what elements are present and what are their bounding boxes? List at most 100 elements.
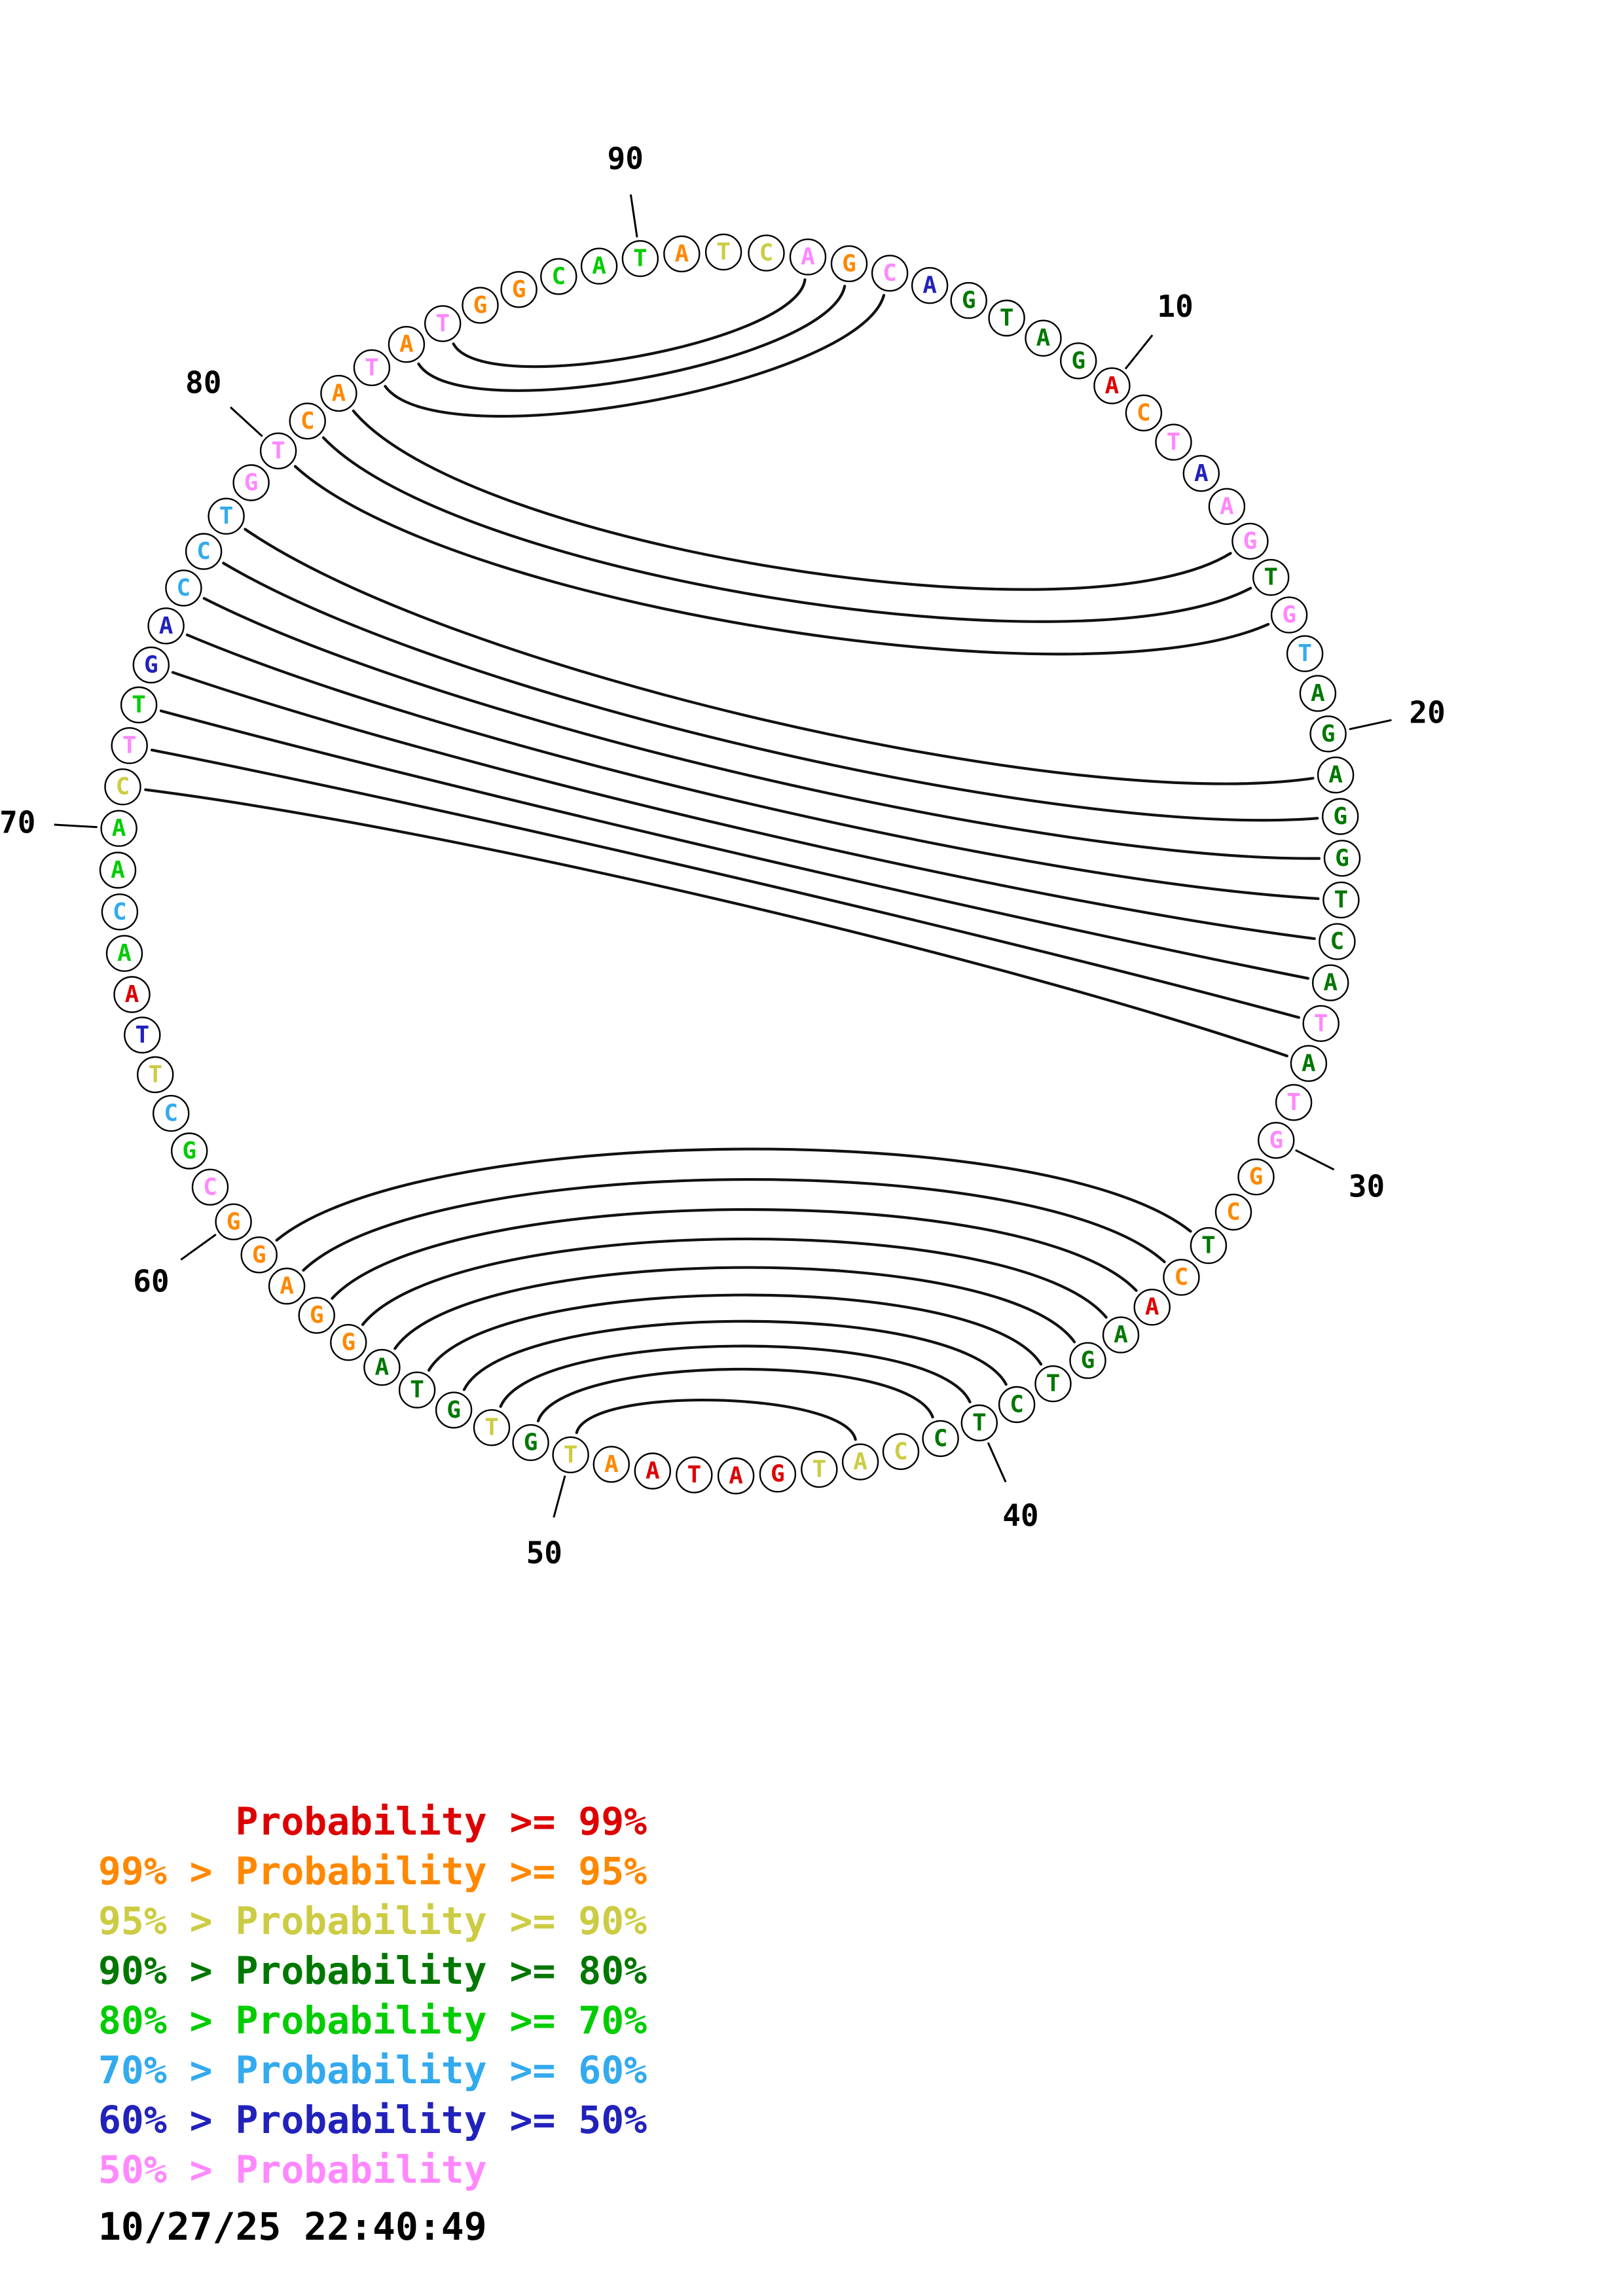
nucleotide-circle: [1133, 1288, 1171, 1326]
nucleotide-letter: A: [1328, 762, 1343, 789]
nucleotide-2: A: [789, 238, 827, 276]
nucleotide-letter: T: [1201, 1232, 1216, 1259]
nucleotide-17: G: [1270, 596, 1308, 634]
tick-label-30: 30: [1349, 1168, 1385, 1204]
nucleotide-circle: [1155, 423, 1192, 461]
nucleotide-48: A: [634, 1452, 671, 1490]
nucleotide-72: T: [111, 726, 148, 764]
nucleotide-letter: C: [934, 1425, 948, 1452]
nucleotide-circle: [1069, 1342, 1106, 1379]
nucleotide-circle: [1125, 394, 1163, 432]
nucleotide-circle: [101, 893, 139, 931]
nucleotide-letter: T: [484, 1414, 499, 1441]
nucleotide-letter: G: [310, 1302, 324, 1329]
nucleotide-50: T: [552, 1436, 589, 1474]
nucleotide-letter: A: [399, 331, 414, 358]
pair-arc-28-71: [144, 788, 1288, 1058]
pair-arc-35-57: [331, 1208, 1138, 1300]
nucleotide-circle: [621, 240, 659, 278]
nucleotide-letter: G: [144, 652, 158, 679]
nucleotide-11: C: [1125, 394, 1163, 432]
nucleotide-21: A: [1317, 756, 1355, 794]
nucleotide-letter: C: [164, 1100, 178, 1127]
nucleotide-9: G: [1059, 342, 1097, 380]
legend-line-8: 50% > Probability: [98, 2147, 487, 2192]
nucleotide-circle: [593, 1446, 630, 1483]
nucleotide-letter: A: [112, 815, 126, 842]
nucleotide-70: A: [100, 810, 137, 847]
nucleotide-letter: G: [512, 276, 526, 303]
pair-arc-22-77: [222, 562, 1319, 822]
nucleotide-circle: [153, 1094, 190, 1132]
pair-arc-2-85: [452, 278, 807, 368]
nucleotide-circle: [1270, 596, 1308, 634]
legend-line-2: 99% > Probability >= 95%: [98, 1849, 647, 1893]
nucleotide-circle: [298, 1297, 335, 1334]
nucleotide-40: T: [960, 1404, 998, 1442]
nucleotide-1: C: [748, 234, 785, 272]
nucleotide-circle: [830, 245, 868, 283]
nucleotide-38: T: [1034, 1365, 1072, 1403]
nucleotide-circle: [1299, 675, 1337, 712]
nucleotide-22: G: [1321, 798, 1359, 835]
nucleotide-letter: T: [435, 310, 450, 337]
nucleotide-circle: [1323, 840, 1361, 877]
nucleotide-55: A: [363, 1348, 401, 1386]
nucleotide-51: G: [512, 1424, 549, 1462]
tick-label-10: 10: [1157, 289, 1193, 324]
legend-line-4: 90% > Probability >= 80%: [98, 1948, 647, 1993]
nucleotide-84: A: [388, 326, 426, 363]
nucleotide-letter: G: [842, 250, 856, 277]
nucleotide-letter: T: [135, 1022, 149, 1049]
nucleotide-circle: [911, 267, 949, 304]
nucleotide-letter: G: [1321, 721, 1336, 747]
nucleotide-letter: A: [125, 981, 139, 1008]
nucleotide-69: A: [99, 852, 137, 889]
timestamp: 10/27/25 22:40:49: [98, 2204, 487, 2249]
nucleotide-10: A: [1093, 367, 1131, 404]
nucleotides: C A G C AGTAGACTAAGTGTAGAGGTCATATGGCTCAAGTCT…: [99, 233, 1361, 1495]
nucleotide-letter: C: [113, 899, 127, 925]
nucleotide-letter: T: [1167, 429, 1181, 456]
nucleotide-circle: [240, 1236, 278, 1274]
nucleotide-46: A: [717, 1457, 755, 1495]
nucleotide-circle: [105, 935, 143, 972]
nucleotide-letter: C: [1330, 928, 1345, 955]
nucleotide-59: G: [240, 1236, 278, 1274]
nucleotide-letter: C: [894, 1438, 908, 1465]
pair-arc-34-58: [302, 1177, 1166, 1272]
tick-label-60: 60: [133, 1264, 169, 1299]
nucleotide-letter: A: [801, 243, 815, 270]
tick-label-70: 70: [0, 805, 35, 840]
nucleotide-circle: [950, 281, 987, 319]
nucleotide-letter: A: [111, 857, 125, 884]
nucleotide-85: T: [424, 305, 462, 342]
nucleotide-43: A: [841, 1443, 879, 1480]
nucleotide-19: A: [1299, 675, 1337, 712]
nucleotide-circle: [462, 287, 499, 324]
nucleotide-47: T: [676, 1456, 713, 1494]
nucleotide-20: G: [1309, 715, 1347, 753]
nucleotide-53: G: [435, 1391, 473, 1429]
legend-line-7: 60% > Probability >= 50%: [98, 2098, 647, 2142]
nucleotide-circle: [1102, 1316, 1140, 1354]
nucleotide-45: G: [759, 1455, 797, 1493]
nucleotide-letter: A: [922, 272, 937, 299]
nucleotide-74: G: [132, 646, 170, 684]
tick-label-80: 80: [185, 365, 221, 400]
nucleotide-circle: [111, 726, 148, 764]
nucleotide-circle: [512, 1424, 549, 1462]
nucleotide-circle: [1319, 923, 1356, 960]
nucleotide-letter: C: [177, 575, 191, 601]
nucleotide-65: T: [124, 1016, 161, 1054]
tick-line-90: [629, 194, 638, 238]
nucleotide-36: A: [1102, 1316, 1140, 1354]
base-pair-arcs: [144, 278, 1321, 1441]
nucleotide-circle: [922, 1420, 959, 1458]
pair-arc-39-53: [462, 1319, 1008, 1391]
nucleotide-letter: T: [972, 1410, 987, 1437]
tick-line-40: [987, 1442, 1007, 1483]
nucleotide-90: T: [621, 240, 659, 278]
nucleotide-8: A: [1025, 319, 1062, 357]
nucleotide-circle: [748, 234, 785, 272]
